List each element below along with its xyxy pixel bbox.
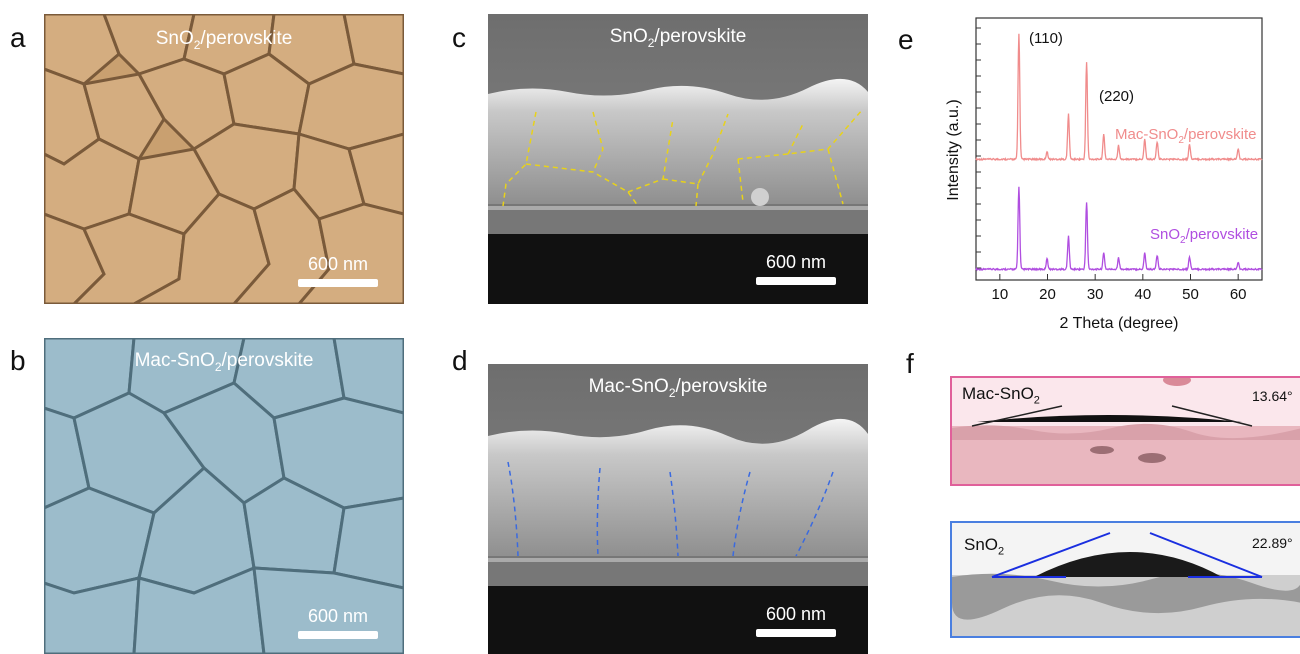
scale-bar-d: 600 nm xyxy=(754,604,838,637)
xrd-plot-frame xyxy=(975,17,1263,281)
x-tick-label-50: 50 xyxy=(1182,286,1199,303)
panel-letter-c: c xyxy=(452,22,466,53)
x-tick-label-20: 20 xyxy=(1039,286,1056,303)
sem-image-b: Mac-SnO2/perovskite 600 nm xyxy=(44,338,404,654)
xrd-y-label: Intensity (a.u.) xyxy=(945,99,962,200)
panel-letter-d: d xyxy=(452,345,468,376)
contact-angle-label-mac-sno2: Mac-SnO2 xyxy=(962,384,1040,407)
series-label-sno2: SnO2/perovskite xyxy=(1150,226,1259,246)
contact-angle-sno2: SnO2 22.89° xyxy=(950,521,1300,638)
contact-angle-value-sno2: 22.89° xyxy=(1252,535,1293,551)
x-tick-label-30: 30 xyxy=(1087,286,1104,303)
sem-cross-section-c: SnO2/perovskite 600 nm xyxy=(488,14,868,304)
xrd-series-line-0 xyxy=(975,33,1263,162)
panel-letter-b: b xyxy=(10,345,26,376)
sem-grain-texture-a xyxy=(44,14,404,304)
caption-c: SnO2/perovskite xyxy=(609,26,747,50)
droplet-image-sno2 xyxy=(952,523,1300,636)
scale-bar-a: 600 nm xyxy=(296,254,380,287)
x-tick-label-40: 40 xyxy=(1134,286,1151,303)
caption-b: Mac-SnO2/perovskite xyxy=(134,350,314,374)
peak-label-220: (220) xyxy=(1099,88,1135,105)
sem-grain-texture-b xyxy=(44,338,404,654)
caption-d: Mac-SnO2/perovskite xyxy=(588,376,768,400)
droplet-image-mac-sno2 xyxy=(952,378,1300,484)
panel-letter-e: e xyxy=(898,24,914,55)
sem-cross-section-d: Mac-SnO2/perovskite 600 nm xyxy=(488,364,868,654)
sem-image-a: SnO2/perovskite 600 nm xyxy=(44,14,404,304)
contact-angle-label-sno2: SnO2 xyxy=(964,535,1005,558)
series-label-mac-sno2: Mac-SnO2/perovskite xyxy=(1115,126,1257,146)
x-tick-label-10: 10 xyxy=(991,286,1008,303)
xrd-chart: 10 20 30 40 50 60 Intensity (a.u.) 2 Theta (d… xyxy=(945,17,1263,332)
contact-angle-mac-sno2: Mac-SnO2 13.64° xyxy=(950,376,1300,486)
caption-a: SnO2/perovskite xyxy=(155,28,293,52)
cross-section-texture-c xyxy=(488,14,868,304)
panel-letter-f: f xyxy=(906,348,914,379)
cross-section-texture-d xyxy=(488,364,868,654)
xrd-series-line-1 xyxy=(975,186,1263,272)
xrd-x-label: 2 Theta (degree) xyxy=(1060,315,1179,332)
contact-angle-value-mac-sno2: 13.64° xyxy=(1252,388,1293,404)
panel-letter-a: a xyxy=(10,22,26,53)
peak-label-110: (110) xyxy=(1029,30,1063,47)
x-tick-label-60: 60 xyxy=(1230,286,1247,303)
scale-bar-b: 600 nm xyxy=(296,606,380,639)
scale-bar-c: 600 nm xyxy=(754,252,838,285)
